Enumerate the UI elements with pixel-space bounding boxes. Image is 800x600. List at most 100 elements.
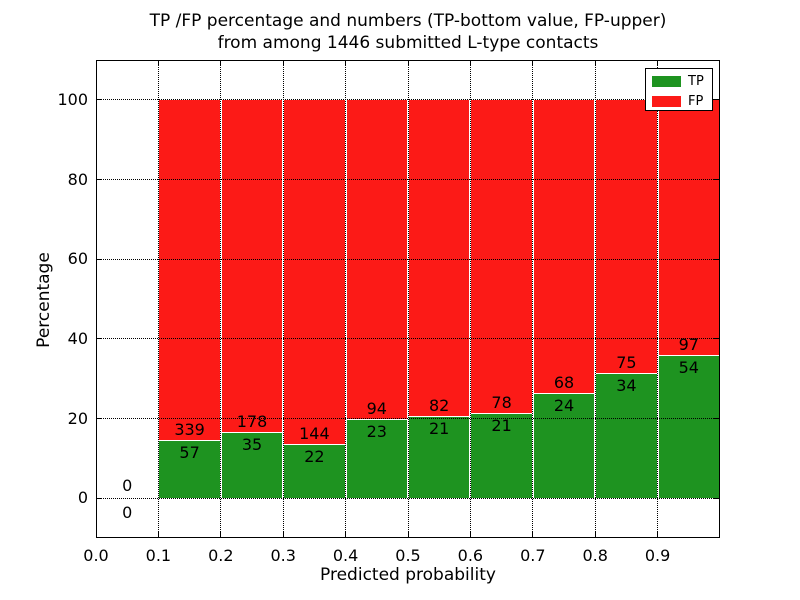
bar-tp-segment <box>221 432 283 499</box>
y-tick-label: 60 <box>67 249 88 269</box>
bar-tp-count-label: 35 <box>241 434 263 454</box>
fp-legend-swatch <box>652 96 681 107</box>
y-tick <box>96 418 102 419</box>
bar-tp-count-label: 22 <box>304 447 325 467</box>
bar-fp-count-label: 78 <box>491 392 512 412</box>
y-tick <box>96 258 102 260</box>
bar-fp-segment <box>284 99 345 446</box>
y-tick-label: 0 <box>77 488 88 508</box>
bar-tp-count-label: 23 <box>366 421 387 441</box>
x-tick-top <box>157 60 159 66</box>
x-tick-label: 0.2 <box>208 546 234 565</box>
x-tick-top <box>532 60 534 66</box>
bar-tp-segment <box>658 355 719 499</box>
x-tick <box>157 532 159 538</box>
x-tick-label: 0.6 <box>457 546 484 565</box>
bar-fp-count-label: 82 <box>429 396 450 415</box>
bar-fp-count-label: 68 <box>553 373 575 393</box>
bar-tp-count-label: 21 <box>491 415 512 435</box>
empty-bin-fp-count-label: 0 <box>122 476 133 496</box>
grid-x-line <box>282 60 284 538</box>
bar-fp-segment <box>346 99 407 420</box>
y-tick-right <box>714 258 720 260</box>
bar-fp-count-label: 144 <box>299 424 330 444</box>
x-tick-top <box>469 60 471 66</box>
grid-y-line <box>96 338 720 340</box>
x-tick-label: 0.9 <box>644 546 671 565</box>
x-tick <box>220 532 222 538</box>
chart-title-line2: from among 1446 submitted L-type contact… <box>217 33 599 53</box>
x-tick-top <box>657 60 659 66</box>
tp-legend-label: TP <box>688 74 704 89</box>
x-tick-label: 0.1 <box>145 546 172 565</box>
empty-bin-tp-count-label: 0 <box>122 503 133 523</box>
x-tick <box>95 532 97 538</box>
bar-tp-segment <box>159 440 220 499</box>
legend-entry-fp: FP <box>652 93 712 110</box>
grid-x-line <box>657 60 659 538</box>
grid-x-line <box>532 60 534 538</box>
bar-tp-segment <box>346 419 407 499</box>
chart-title-line1: TP /FP percentage and numbers (TP-bottom… <box>149 11 667 31</box>
x-tick <box>407 532 409 538</box>
bar-tp-segment <box>533 394 595 499</box>
y-tick-right <box>714 179 720 180</box>
bar-fp-count-label: 97 <box>678 334 699 354</box>
y-tick-label: 100 <box>57 89 88 109</box>
y-tick-label: 80 <box>67 169 88 189</box>
grid-y-line <box>96 99 720 101</box>
y-tick <box>96 179 102 180</box>
x-tick <box>345 532 347 538</box>
bar-fp-count-label: 94 <box>366 398 387 418</box>
grid-x-line <box>469 60 471 538</box>
grid-y-line <box>96 418 720 419</box>
y-tick-label: 40 <box>67 328 88 348</box>
bar-tp-segment <box>471 413 532 499</box>
y-tick <box>96 338 102 340</box>
grid-x-line <box>594 60 596 538</box>
bar-fp-count-label: 75 <box>616 352 637 372</box>
grid-x-line <box>220 60 222 538</box>
x-tick <box>282 532 284 538</box>
y-tick-right <box>714 418 720 419</box>
x-tick-label: 0.0 <box>83 546 109 565</box>
x-tick <box>594 532 596 538</box>
grid-x-line <box>345 60 347 538</box>
legend-entry-tp: TP <box>652 73 712 90</box>
bar-fp-segment <box>533 99 595 395</box>
bar-tp-count-label: 34 <box>616 375 637 395</box>
bar-fp-count-label: 339 <box>174 419 205 439</box>
bar-tp-count-label: 24 <box>553 396 575 416</box>
bar-tp-count-label: 54 <box>678 357 699 377</box>
bar-fp-segment <box>471 99 532 414</box>
grid-y-line <box>96 179 720 180</box>
x-tick-top <box>407 60 409 66</box>
y-tick-right <box>714 497 720 499</box>
grid-y-line <box>96 258 720 260</box>
bar-fp-segment <box>596 99 657 374</box>
x-tick-top <box>594 60 596 66</box>
bar-tp-segment <box>284 445 345 499</box>
y-tick-right <box>714 338 720 340</box>
bar-fp-segment <box>221 99 283 433</box>
bar-fp-segment <box>409 99 470 417</box>
x-tick-top <box>282 60 284 66</box>
x-tick-top <box>220 60 222 66</box>
x-tick-label: 0.5 <box>395 546 421 565</box>
x-tick-label: 0.7 <box>520 546 546 565</box>
x-axis-label: Predicted probability <box>320 565 496 585</box>
x-tick-label: 0.4 <box>332 546 359 565</box>
y-tick-label: 20 <box>67 408 88 428</box>
bar-fp-count-label: 178 <box>236 411 268 431</box>
bar-tp-count-label: 57 <box>179 442 200 462</box>
y-tick-right <box>714 99 720 101</box>
bar-tp-segment <box>596 373 657 499</box>
x-tick-label: 0.3 <box>270 546 296 565</box>
grid-y-line <box>96 497 720 499</box>
bar-fp-segment <box>658 99 719 356</box>
x-tick-top <box>345 60 347 66</box>
bar-fp-segment <box>159 99 220 441</box>
x-tick <box>532 532 534 538</box>
bar-tp-segment <box>409 417 470 499</box>
